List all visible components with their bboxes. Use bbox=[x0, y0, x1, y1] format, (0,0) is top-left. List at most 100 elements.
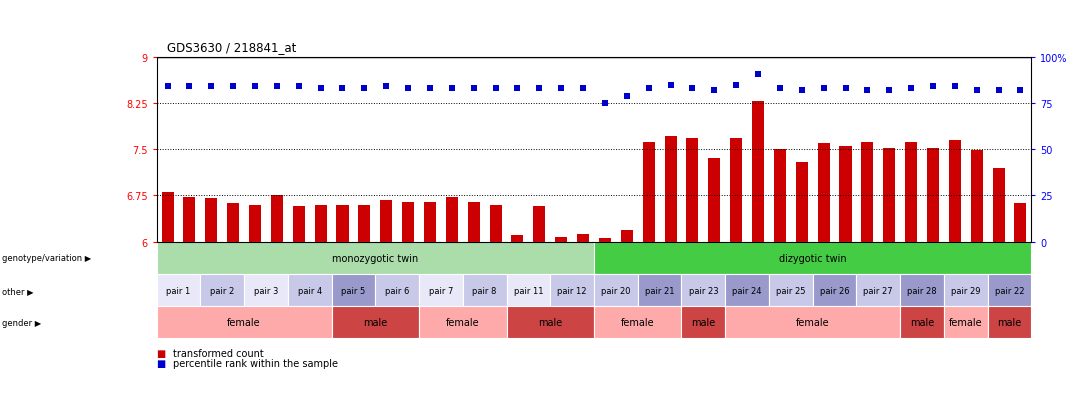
Point bbox=[968, 88, 985, 94]
Point bbox=[553, 86, 570, 93]
Point bbox=[793, 88, 810, 94]
Point bbox=[837, 86, 854, 93]
Text: pair 21: pair 21 bbox=[645, 286, 674, 295]
Text: pair 25: pair 25 bbox=[777, 286, 806, 295]
Bar bbox=[287, 274, 332, 306]
Point bbox=[705, 88, 723, 94]
Bar bbox=[332, 274, 376, 306]
Point bbox=[728, 82, 745, 89]
Bar bbox=[752, 102, 764, 242]
Bar bbox=[157, 242, 594, 274]
Text: male: male bbox=[691, 318, 715, 328]
Point bbox=[443, 86, 460, 93]
Bar bbox=[402, 203, 414, 242]
Bar bbox=[681, 274, 726, 306]
Bar bbox=[856, 274, 901, 306]
Bar bbox=[987, 306, 1031, 339]
Text: pair 6: pair 6 bbox=[384, 286, 409, 295]
Point bbox=[334, 86, 351, 93]
Point bbox=[771, 86, 788, 93]
Point bbox=[1012, 88, 1029, 94]
Point bbox=[400, 86, 417, 93]
Bar bbox=[555, 237, 567, 242]
Bar bbox=[507, 274, 551, 306]
Text: male: male bbox=[998, 318, 1022, 328]
Bar bbox=[944, 274, 987, 306]
Text: pair 8: pair 8 bbox=[472, 286, 497, 295]
Text: male: male bbox=[910, 318, 934, 328]
Bar bbox=[419, 274, 462, 306]
Bar bbox=[769, 274, 812, 306]
Text: female: female bbox=[227, 318, 261, 328]
Text: male: male bbox=[363, 318, 388, 328]
Bar bbox=[376, 274, 419, 306]
Bar bbox=[332, 306, 419, 339]
Point bbox=[990, 88, 1008, 94]
Point bbox=[750, 71, 767, 78]
Point bbox=[355, 86, 373, 93]
Text: genotype/variation ▶: genotype/variation ▶ bbox=[2, 254, 92, 263]
Bar bbox=[244, 274, 287, 306]
Bar bbox=[900, 274, 944, 306]
Bar bbox=[637, 274, 681, 306]
Bar bbox=[726, 274, 769, 306]
Bar bbox=[446, 198, 458, 242]
Bar bbox=[419, 306, 507, 339]
Point bbox=[880, 88, 897, 94]
Text: male: male bbox=[538, 318, 563, 328]
Bar bbox=[949, 141, 961, 242]
Point bbox=[684, 86, 701, 93]
Text: pair 11: pair 11 bbox=[514, 286, 543, 295]
Bar bbox=[643, 142, 654, 242]
Bar bbox=[708, 159, 720, 242]
Bar bbox=[205, 199, 217, 242]
Bar bbox=[200, 274, 244, 306]
Text: pair 22: pair 22 bbox=[995, 286, 1024, 295]
Text: pair 20: pair 20 bbox=[602, 286, 631, 295]
Point bbox=[203, 84, 220, 90]
Point bbox=[509, 86, 526, 93]
Bar bbox=[987, 274, 1031, 306]
Bar bbox=[551, 274, 594, 306]
Bar bbox=[359, 205, 370, 242]
Text: female: female bbox=[621, 318, 654, 328]
Bar bbox=[839, 147, 851, 242]
Bar bbox=[249, 205, 261, 242]
Bar bbox=[944, 306, 987, 339]
Point bbox=[268, 84, 285, 90]
Point bbox=[903, 86, 920, 93]
Bar bbox=[293, 206, 305, 242]
Bar bbox=[812, 274, 856, 306]
Text: monozygotic twin: monozygotic twin bbox=[333, 253, 418, 263]
Text: pair 29: pair 29 bbox=[951, 286, 981, 295]
Point bbox=[859, 88, 876, 94]
Point bbox=[180, 84, 198, 90]
Point bbox=[159, 84, 176, 90]
Bar bbox=[157, 274, 200, 306]
Bar bbox=[621, 231, 633, 242]
Text: pair 4: pair 4 bbox=[298, 286, 322, 295]
Bar bbox=[271, 196, 283, 242]
Text: female: female bbox=[949, 318, 983, 328]
Bar bbox=[462, 274, 507, 306]
Text: pair 28: pair 28 bbox=[907, 286, 936, 295]
Point bbox=[575, 86, 592, 93]
Bar bbox=[687, 139, 699, 242]
Bar bbox=[594, 274, 637, 306]
Bar bbox=[927, 149, 939, 242]
Text: ■: ■ bbox=[157, 348, 166, 358]
Text: pair 12: pair 12 bbox=[557, 286, 586, 295]
Bar bbox=[681, 306, 726, 339]
Point bbox=[291, 84, 308, 90]
Text: other ▶: other ▶ bbox=[2, 286, 33, 295]
Bar bbox=[424, 202, 436, 242]
Bar bbox=[157, 306, 332, 339]
Point bbox=[815, 86, 833, 93]
Text: dizygotic twin: dizygotic twin bbox=[779, 253, 847, 263]
Bar bbox=[900, 306, 944, 339]
Text: ■: ■ bbox=[157, 358, 166, 368]
Bar bbox=[380, 200, 392, 242]
Bar bbox=[227, 203, 239, 242]
Bar bbox=[489, 205, 501, 242]
Text: pair 1: pair 1 bbox=[166, 286, 190, 295]
